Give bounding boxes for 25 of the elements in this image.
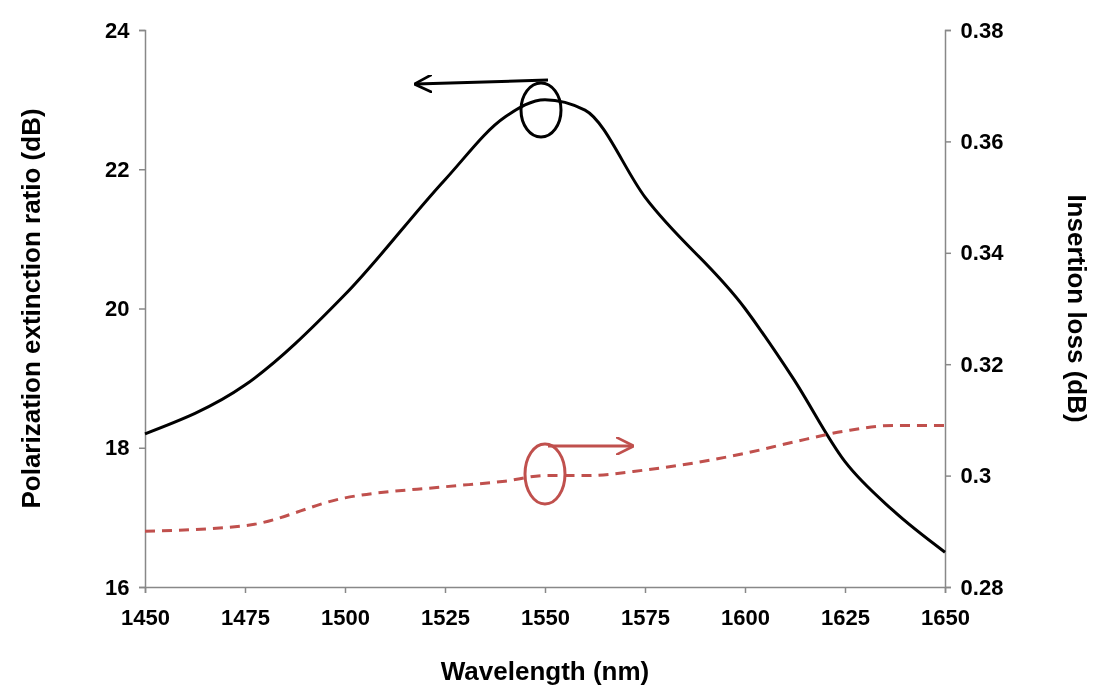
y2-tick-label: 0.28 [960,574,1004,600]
line-series [143,423,947,533]
y2-axis-title: Insertion loss (dB) [1062,194,1092,423]
y2-tick-label: 0.3 [960,463,992,489]
y-tick-label: 18 [104,435,130,461]
y2-tick-label: 0.36 [960,128,1004,154]
y-axis-title: Polarization extinction ratio (dB) [16,108,46,509]
y2-tick-label: 0.34 [960,240,1005,266]
x-tick-label: 1475 [221,604,270,630]
x-tick-label: 1625 [821,604,870,630]
y-tick-label: 22 [104,156,130,182]
y-tick-label: 24 [104,17,131,43]
x-tick-label: 1575 [621,604,670,630]
y2-tick-label: 0.32 [960,351,1004,377]
y-tick-label: 16 [104,574,130,600]
line-series [143,98,947,554]
x-axis-title: Wavelength (nm) [440,656,650,686]
y-tick-label: 20 [104,296,130,322]
x-tick-label: 1600 [721,604,770,630]
x-tick-label: 1500 [321,604,370,630]
x-tick-label: 1650 [921,604,970,630]
x-tick-label: 1525 [421,604,470,630]
x-tick-label: 1550 [521,604,570,630]
x-tick-label: 1450 [121,604,170,630]
y2-tick-label: 0.38 [960,17,1004,43]
